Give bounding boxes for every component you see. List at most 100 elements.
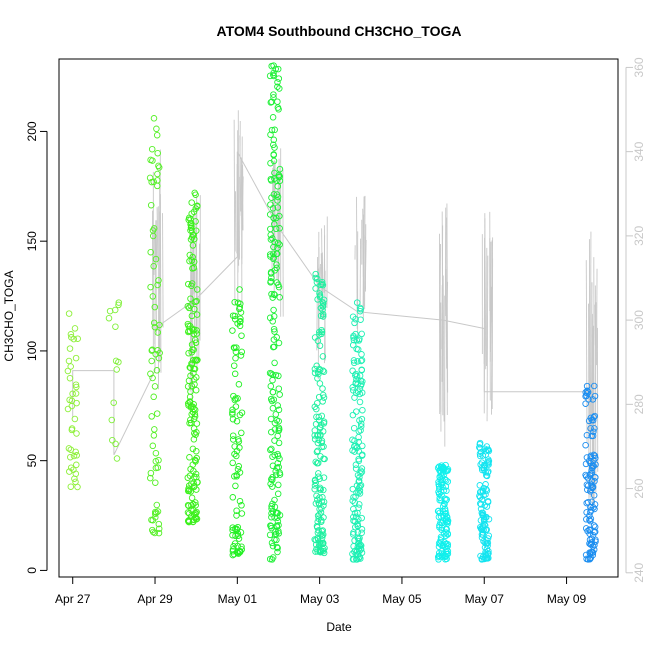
data-point xyxy=(311,427,319,434)
data-point xyxy=(592,454,599,462)
y-tick-label-0: 0 xyxy=(25,567,39,574)
y2-tick-label-4: 320 xyxy=(632,226,646,246)
data-point xyxy=(352,372,359,379)
data-point xyxy=(231,370,239,378)
data-point xyxy=(112,323,119,330)
data-point xyxy=(358,389,366,396)
data-point xyxy=(67,453,74,461)
data-point xyxy=(268,445,275,453)
data-point xyxy=(187,295,194,302)
data-point xyxy=(72,478,79,486)
data-point xyxy=(72,381,80,388)
data-point xyxy=(436,524,443,531)
data-point xyxy=(152,479,159,486)
data-point xyxy=(355,504,362,512)
data-point xyxy=(358,415,366,423)
data-point xyxy=(190,436,198,443)
data-point xyxy=(146,174,154,182)
data-point xyxy=(71,475,78,482)
data-point xyxy=(193,330,201,337)
data-point xyxy=(236,411,244,419)
data-point xyxy=(184,509,192,516)
data-point xyxy=(71,325,79,332)
data-point xyxy=(435,490,443,498)
data-point xyxy=(271,531,279,538)
data-point xyxy=(357,357,365,365)
y-tick-label-2: 100 xyxy=(25,341,39,361)
data-point xyxy=(476,441,484,448)
data-point xyxy=(230,550,238,558)
data-point xyxy=(191,473,198,481)
data-point xyxy=(234,395,241,402)
data-point xyxy=(268,428,275,436)
data-point xyxy=(229,410,236,418)
x-axis-label: Date xyxy=(326,620,352,634)
y-tick-label-4: 200 xyxy=(25,121,39,141)
data-point xyxy=(188,480,195,487)
y-axis-label: CH3CHO_TOGA xyxy=(2,270,16,361)
data-point xyxy=(271,144,278,151)
data-point xyxy=(152,464,160,472)
data-point xyxy=(229,531,236,539)
data-point xyxy=(231,344,238,352)
data-point xyxy=(148,357,155,365)
data-point xyxy=(590,428,597,435)
data-point xyxy=(311,369,319,377)
data-point xyxy=(313,279,321,286)
data-point xyxy=(441,495,449,502)
data-point xyxy=(229,406,236,414)
data-point xyxy=(151,383,159,390)
data-point xyxy=(266,531,274,539)
data-point xyxy=(274,239,282,247)
data-point xyxy=(590,382,598,390)
data-point xyxy=(187,216,194,223)
data-point xyxy=(350,359,358,367)
data-point xyxy=(356,501,363,508)
data-point xyxy=(272,471,280,479)
data-point xyxy=(313,448,321,456)
data-point xyxy=(270,91,277,98)
data-point xyxy=(583,473,590,480)
data-point xyxy=(355,489,362,496)
data-point xyxy=(73,430,80,437)
data-point xyxy=(271,291,278,299)
data-point xyxy=(440,465,447,472)
data-point xyxy=(67,363,74,370)
data-point xyxy=(271,536,278,543)
data-point xyxy=(229,526,236,534)
overlay-spike-7-11 xyxy=(490,286,492,353)
data-point xyxy=(274,78,281,86)
data-point xyxy=(266,72,274,80)
data-point xyxy=(269,388,277,396)
data-point xyxy=(266,211,274,218)
data-point xyxy=(273,543,281,551)
data-point xyxy=(115,299,123,306)
data-point xyxy=(320,443,327,450)
data-point xyxy=(583,481,591,488)
data-point xyxy=(353,345,360,353)
data-point xyxy=(318,326,325,334)
data-point xyxy=(350,334,357,341)
data-point xyxy=(477,501,485,508)
data-point xyxy=(185,487,193,495)
overlay-layer xyxy=(72,110,599,509)
data-point xyxy=(359,406,366,414)
data-point xyxy=(316,290,323,297)
data-point xyxy=(271,451,278,459)
data-point xyxy=(271,238,278,246)
data-point xyxy=(64,405,72,413)
data-point xyxy=(190,258,198,266)
data-point xyxy=(275,417,282,425)
data-point xyxy=(314,439,322,447)
data-point xyxy=(587,508,594,516)
data-point xyxy=(274,544,281,552)
data-point xyxy=(442,483,450,490)
overlay-spike-6-8 xyxy=(439,287,442,412)
data-point xyxy=(318,528,326,535)
data-point xyxy=(276,165,284,173)
data-point xyxy=(478,534,486,541)
data-point xyxy=(72,354,80,362)
data-point xyxy=(266,555,274,563)
data-point xyxy=(193,478,201,486)
data-point xyxy=(188,494,196,502)
